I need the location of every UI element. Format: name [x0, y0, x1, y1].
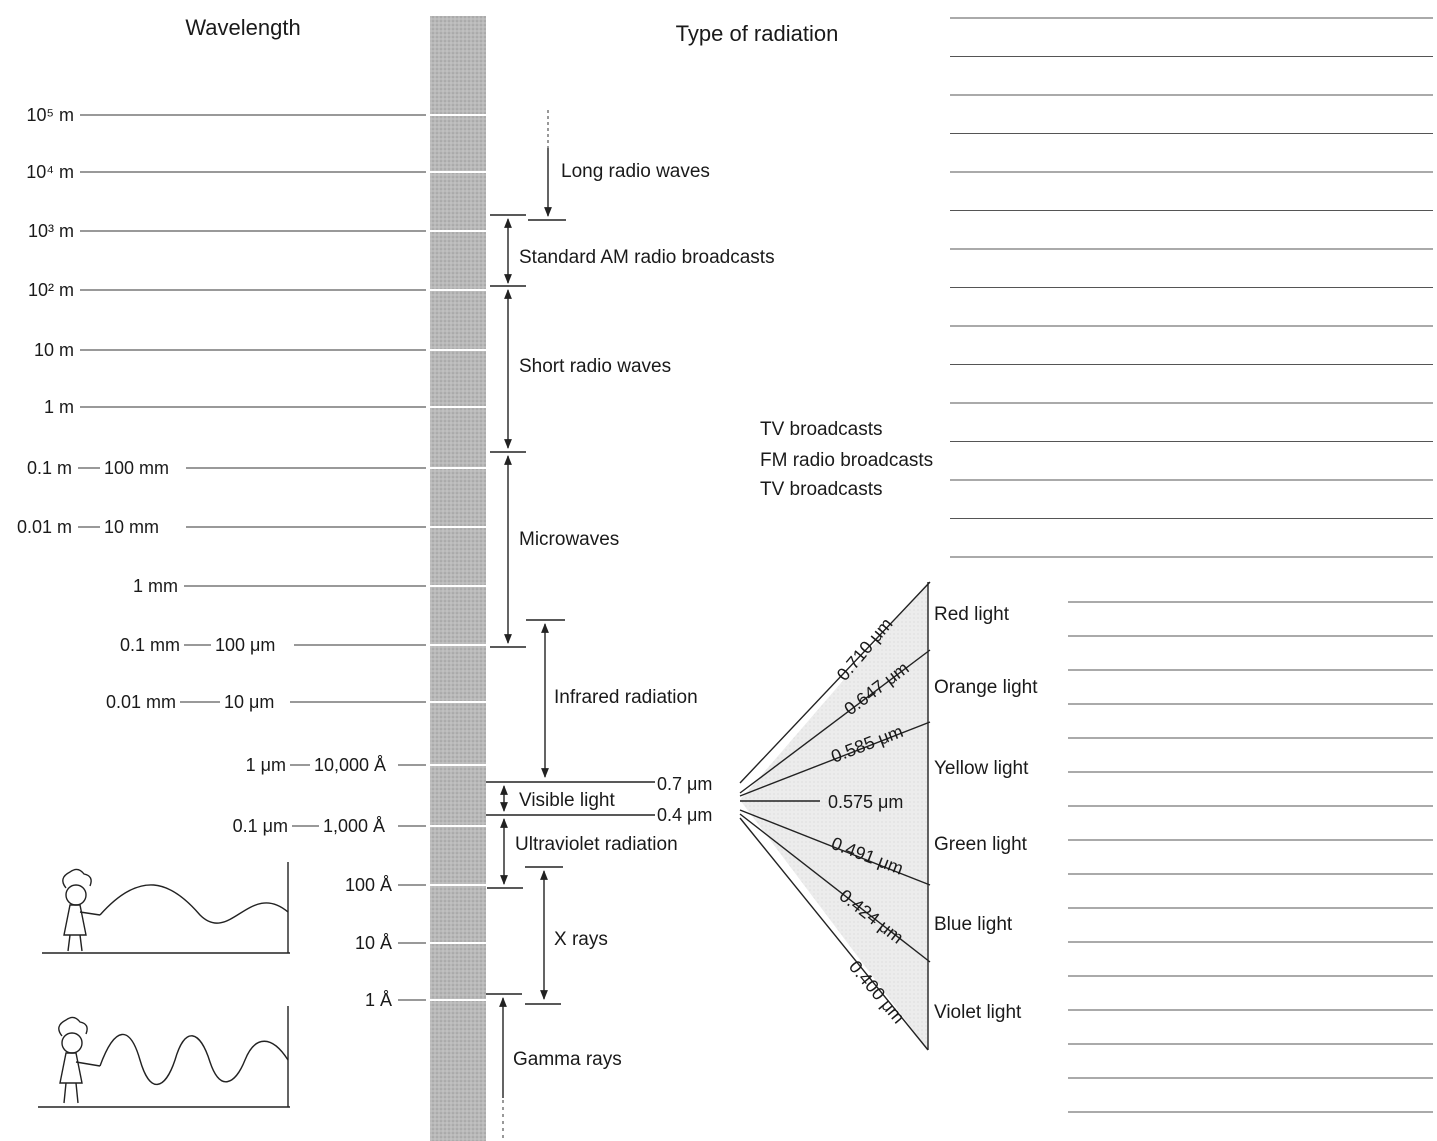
color-boundary-ray	[739, 581, 931, 784]
color-label: Yellow light	[934, 758, 1029, 779]
tick-label: 1 μm	[246, 755, 286, 775]
color-labels: Red light Orange light Yellow light Green l…	[934, 604, 1038, 1023]
label-gamma-rays: Gamma rays	[513, 1049, 622, 1070]
tick-label: 1,000 Å	[323, 816, 385, 836]
tick-label: 10 Å	[355, 933, 392, 953]
spectrum-segment-gaps	[430, 114, 486, 1001]
spectrum-bar	[430, 16, 486, 1141]
long-wave-rope	[99, 884, 289, 924]
short-wave-rope-cartoon	[38, 1006, 290, 1108]
spectrum-column	[430, 16, 486, 1141]
label-fm-radio-broadcasts: FM radio broadcasts	[760, 450, 933, 471]
person-icon	[62, 868, 101, 952]
tick-label: 1 Å	[365, 990, 392, 1010]
label-long-radio-waves: Long radio waves	[561, 161, 710, 182]
visible-bound-0-4: 0.4 μm	[657, 805, 712, 825]
visible-light-fan	[740, 582, 929, 1050]
fan-shading	[740, 582, 928, 1050]
tick-label: 10³ m	[28, 221, 74, 241]
tick-label: 10 m	[34, 340, 74, 360]
label-ultraviolet: Ultraviolet radiation	[515, 834, 678, 855]
tick-label: 10² m	[28, 280, 74, 300]
tick-label: 10 μm	[224, 692, 274, 712]
tick-label: 0.01 mm	[106, 692, 176, 712]
tick-label: 10 mm	[104, 517, 159, 537]
label-xrays: X rays	[554, 929, 608, 950]
label-visible-light: Visible light	[519, 790, 615, 811]
long-wave-rope-cartoon	[42, 862, 290, 954]
tick-label: 1 m	[44, 397, 74, 417]
label-tv-broadcasts-1: TV broadcasts	[760, 419, 883, 440]
label-tv-broadcasts-2: TV broadcasts	[760, 479, 883, 500]
tick-label: 0.01 m	[17, 517, 72, 537]
tick-label: 100 μm	[215, 635, 275, 655]
wavelength-header: Wavelength	[185, 15, 300, 40]
tick-label: 10⁵ m	[27, 105, 74, 125]
label-microwaves: Microwaves	[519, 529, 619, 550]
tick-label: 10⁴ m	[26, 162, 74, 182]
tick-label: 10,000 Å	[314, 755, 386, 775]
short-wave-rope	[99, 1033, 289, 1086]
color-boundary-ray	[739, 813, 931, 963]
type-of-radiation-header: Type of radiation	[676, 21, 839, 46]
person-icon	[58, 1016, 101, 1104]
color-boundary-label: 0.575 μm	[828, 792, 903, 812]
color-label: Blue light	[934, 914, 1013, 935]
color-label: Red light	[934, 604, 1010, 625]
tick-label: 100 Å	[345, 875, 392, 895]
tick-label: 100 mm	[104, 458, 169, 478]
ruled-lines	[950, 17, 1433, 1113]
tick-label: 1 mm	[133, 576, 178, 596]
color-label: Violet light	[934, 1002, 1022, 1023]
color-boundary-ray	[739, 809, 931, 886]
color-boundary-ray	[739, 649, 931, 794]
color-label: Orange light	[934, 677, 1038, 698]
visible-bound-0-7: 0.7 μm	[657, 774, 712, 794]
tick-label: 0.1 mm	[120, 635, 180, 655]
color-label: Green light	[934, 834, 1028, 855]
tick-label: 0.1 μm	[233, 816, 288, 836]
radiation-ranges: Long radio waves Standard AM radio broad…	[486, 110, 775, 1141]
label-short-radio-waves: Short radio waves	[519, 356, 671, 377]
wavelength-scale: 10⁵ m 10⁴ m 10³ m 10² m 10 m 1 m 0.1 m 100 mm 0.…	[17, 105, 426, 1010]
color-boundary-ray	[739, 817, 929, 1051]
label-standard-am: Standard AM radio broadcasts	[519, 247, 775, 268]
tick-label: 0.1 m	[27, 458, 72, 478]
color-boundary-ray	[739, 721, 931, 797]
label-infrared: Infrared radiation	[554, 687, 698, 708]
